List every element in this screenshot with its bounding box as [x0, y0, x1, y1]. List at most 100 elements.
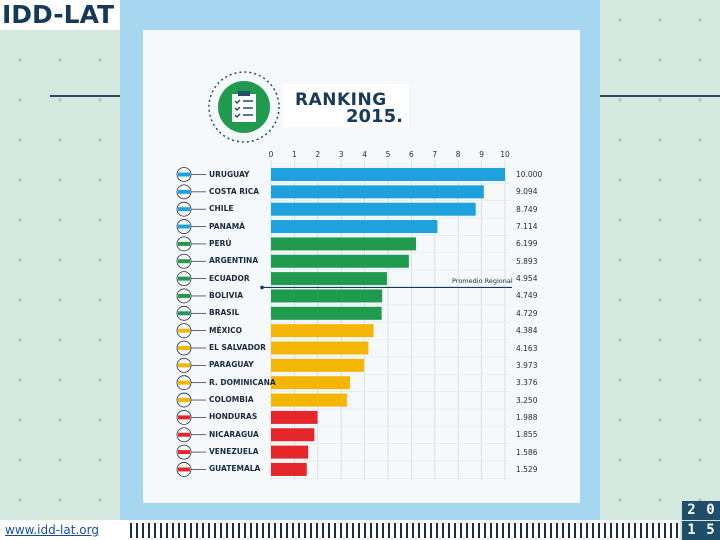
footer-tick-pattern — [130, 523, 678, 538]
flag-band — [178, 276, 190, 281]
flag-band — [178, 172, 190, 177]
footer-tick — [340, 523, 342, 538]
bar-brasil — [271, 306, 382, 320]
footer-tick — [292, 523, 294, 538]
footer-tick — [544, 523, 546, 538]
footer-tick — [346, 523, 348, 538]
bar-nicaragua — [271, 428, 315, 442]
footer-tick — [490, 523, 492, 538]
footer-tick — [448, 523, 450, 538]
x-tick-label: 7 — [432, 150, 438, 159]
footer-tick — [394, 523, 396, 538]
footer-tick — [148, 523, 150, 538]
value-label: 6.199 — [516, 239, 538, 249]
category-label: PERÚ — [209, 238, 232, 248]
bar-argentina — [271, 254, 409, 268]
bar-m-xico — [271, 324, 374, 338]
footer-tick — [574, 523, 576, 538]
footer-tick — [250, 523, 252, 538]
bar-per- — [271, 237, 417, 251]
footer-tick — [406, 523, 408, 538]
footer-tick — [592, 523, 594, 538]
footer-tick — [514, 523, 516, 538]
footer-tick — [520, 523, 522, 538]
x-tick-label: 3 — [338, 150, 344, 159]
category-label: ECUADOR — [209, 273, 250, 283]
value-label: 5.893 — [516, 256, 538, 266]
value-label: 8.749 — [516, 204, 538, 214]
category-label: URUGUAY — [209, 169, 250, 179]
flag-band — [178, 311, 190, 316]
flag-band — [178, 293, 190, 298]
flag-band — [178, 207, 190, 212]
footer-tick — [262, 523, 264, 538]
category-label: BRASIL — [209, 308, 240, 318]
value-label: 9.094 — [516, 187, 538, 197]
footer-tick — [538, 523, 540, 538]
x-tick-label: 0 — [268, 150, 274, 159]
title-year: 2015. — [346, 106, 403, 127]
footer-tick — [208, 523, 210, 538]
category-label: COLOMBIA — [209, 395, 254, 405]
footer-tick — [670, 523, 672, 538]
footer-tick — [508, 523, 510, 538]
brand-logo: IDD-LAT — [0, 0, 120, 30]
value-label: 4.749 — [516, 291, 538, 301]
checklist-icon — [208, 71, 280, 143]
footer-tick — [232, 523, 234, 538]
footer-tick — [160, 523, 162, 538]
category-label: HONDURAS — [209, 412, 258, 422]
value-label: 1.988 — [516, 412, 538, 422]
footer-tick — [226, 523, 228, 538]
decorative-line-left — [50, 95, 120, 97]
footer-tick — [256, 523, 258, 538]
footer-tick — [658, 523, 660, 538]
footer-tick — [370, 523, 372, 538]
footer-tick — [652, 523, 654, 538]
footer-tick — [172, 523, 174, 538]
footer-tick — [190, 523, 192, 538]
footer-tick — [196, 523, 198, 538]
bar-costa-rica — [271, 185, 484, 199]
value-label: 4.729 — [516, 308, 538, 318]
footer-tick — [238, 523, 240, 538]
footer-tick — [484, 523, 486, 538]
bar-paraguay — [271, 358, 364, 372]
category-label: VENEZUELA — [209, 447, 259, 457]
category-label: BOLIVIA — [209, 290, 244, 300]
footer-tick — [202, 523, 204, 538]
footer-tick — [466, 523, 468, 538]
year-digit-3: 1 — [682, 521, 701, 540]
footer-tick — [676, 523, 678, 538]
flag-band — [178, 467, 190, 472]
footer-tick — [166, 523, 168, 538]
footer-tick — [304, 523, 306, 538]
footer-tick — [358, 523, 360, 538]
footer-tick — [310, 523, 312, 538]
footer-tick — [334, 523, 336, 538]
footer-tick — [184, 523, 186, 538]
footer-tick — [472, 523, 474, 538]
category-label: R. DOMINICANA — [209, 377, 276, 387]
footer-tick — [400, 523, 402, 538]
x-tick-label: 10 — [500, 150, 510, 159]
footer-tick — [382, 523, 384, 538]
footer-tick — [244, 523, 246, 538]
footer-tick — [622, 523, 624, 538]
value-label: 4.954 — [516, 274, 538, 284]
footer-tick — [526, 523, 528, 538]
footer-tick — [454, 523, 456, 538]
footer-tick — [352, 523, 354, 538]
footer-tick — [412, 523, 414, 538]
footer-tick — [604, 523, 606, 538]
bar-bolivia — [271, 289, 383, 303]
footer-tick — [496, 523, 498, 538]
footer-tick — [634, 523, 636, 538]
footer-tick — [442, 523, 444, 538]
flag-band — [178, 363, 190, 368]
footer-url-link[interactable]: www.idd-lat.org — [0, 520, 120, 540]
bar-panam- — [271, 220, 438, 234]
footer-tick — [640, 523, 642, 538]
footer-tick — [328, 523, 330, 538]
footer-tick — [154, 523, 156, 538]
